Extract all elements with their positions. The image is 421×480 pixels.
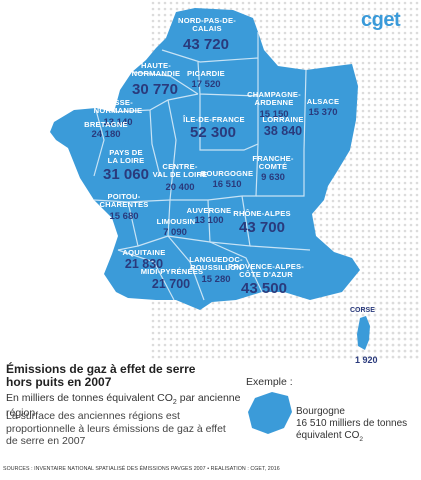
region-value-franche-comte: 9 630 xyxy=(261,172,285,183)
region-name-alsace: ALSACE xyxy=(306,97,340,106)
region-name-ile-de-france: ÎLE-DE-FRANCE xyxy=(183,115,245,124)
region-value-auvergne: 13 100 xyxy=(194,215,224,226)
region-value-ile-de-france: 52 300 xyxy=(190,124,236,141)
region-name-aquitaine: AQUITAINE xyxy=(122,248,166,257)
region-name-rhone-alpes: RHÔNE-ALPES xyxy=(233,209,291,218)
region-name-basse-normandie: BASSE- NORMANDIE xyxy=(93,98,143,115)
region-value-basse-normandie: 13 140 xyxy=(103,117,133,128)
legend-title: Émissions de gaz à effet de serre hors p… xyxy=(6,362,196,390)
legend-example-text: Bourgogne 16 510 milliers de tonnes équiv… xyxy=(296,406,408,443)
region-name-pays-de-la-loire: PAYS DE LA LOIRE xyxy=(107,148,145,165)
region-value-champagne-ardenne: 15 150 xyxy=(259,109,289,120)
region-name-bourgogne: BOURGOGNE xyxy=(200,169,254,178)
region-value-alsace: 15 370 xyxy=(308,107,338,118)
region-value-centre-val-de-loire: 20 400 xyxy=(165,182,195,193)
region-value-corse: 1 920 xyxy=(355,355,378,365)
region-value-limousin: 7 090 xyxy=(163,227,187,238)
legend-description: La surface des anciennes régions est pro… xyxy=(6,410,226,448)
region-value-lorraine: 38 840 xyxy=(263,124,303,138)
region-value-poitou-charentes: 15 680 xyxy=(109,211,139,222)
region-name-nord-pas-de-calais: NORD-PAS-DE- CALAIS xyxy=(178,16,236,33)
region-borders xyxy=(93,32,311,301)
dot-pattern-background-lower xyxy=(330,300,421,360)
region-name-languedoc-roussillon: LANGUEDOC- ROUSSILLON xyxy=(189,255,243,272)
region-name-picardie: PICARDIE xyxy=(187,69,225,78)
region-name-limousin: LIMOUSIN xyxy=(156,217,196,226)
region-value-aquitaine: 21 830 xyxy=(124,257,164,271)
region-name-midi-pyrenees: MIDI-PYRÉNÉES xyxy=(140,267,204,276)
region-value-picardie: 17 520 xyxy=(191,79,221,90)
region-name-corse: CORSE xyxy=(350,307,375,314)
france-cartogram xyxy=(50,8,360,310)
region-value-provence-alpes-cote-d-azur: 43 500 xyxy=(241,280,287,297)
region-value-midi-pyrenees: 21 700 xyxy=(151,277,191,291)
legend-example-label: Exemple : xyxy=(246,376,293,388)
region-name-poitou-charentes: POITOU- CHARENTES xyxy=(99,192,149,209)
region-name-lorraine: LORRAINE xyxy=(262,115,304,124)
region-name-bretagne: BRETAGNE xyxy=(84,120,128,129)
cget-logo: cget xyxy=(361,9,401,31)
region-value-haute-normandie: 30 770 xyxy=(132,81,178,98)
region-name-franche-comte: FRANCHE- COMTÉ xyxy=(252,154,294,171)
region-value-rhone-alpes: 43 700 xyxy=(239,219,285,236)
region-name-haute-normandie: HAUTE- NORMANDIE xyxy=(131,61,181,78)
region-value-bourgogne: 16 510 xyxy=(212,179,242,190)
region-name-centre-val-de-loire: CENTRE- VAL DE LOIRE xyxy=(152,162,208,179)
region-name-provence-alpes-cote-d-azur: PROVENCE-ALPES- CÔTE D'AZUR xyxy=(228,262,304,279)
legend-example-shape xyxy=(248,392,292,434)
region-value-nord-pas-de-calais: 43 720 xyxy=(183,36,229,53)
region-value-pays-de-la-loire: 31 060 xyxy=(103,166,149,183)
region-name-auvergne: AUVERGNE xyxy=(186,206,232,215)
region-name-champagne-ardenne: CHAMPAGNE- ARDENNE xyxy=(247,90,301,107)
sources-footer: SOURCES : INVENTAIRE NATIONAL SPATIALISÉ… xyxy=(3,466,280,472)
region-value-languedoc-roussillon: 15 280 xyxy=(201,274,231,285)
corse-shape xyxy=(357,316,370,350)
legend-subtitle: En milliers de tonnes équivalent CO2 par… xyxy=(6,392,241,420)
region-value-bretagne: 24 180 xyxy=(91,129,121,140)
